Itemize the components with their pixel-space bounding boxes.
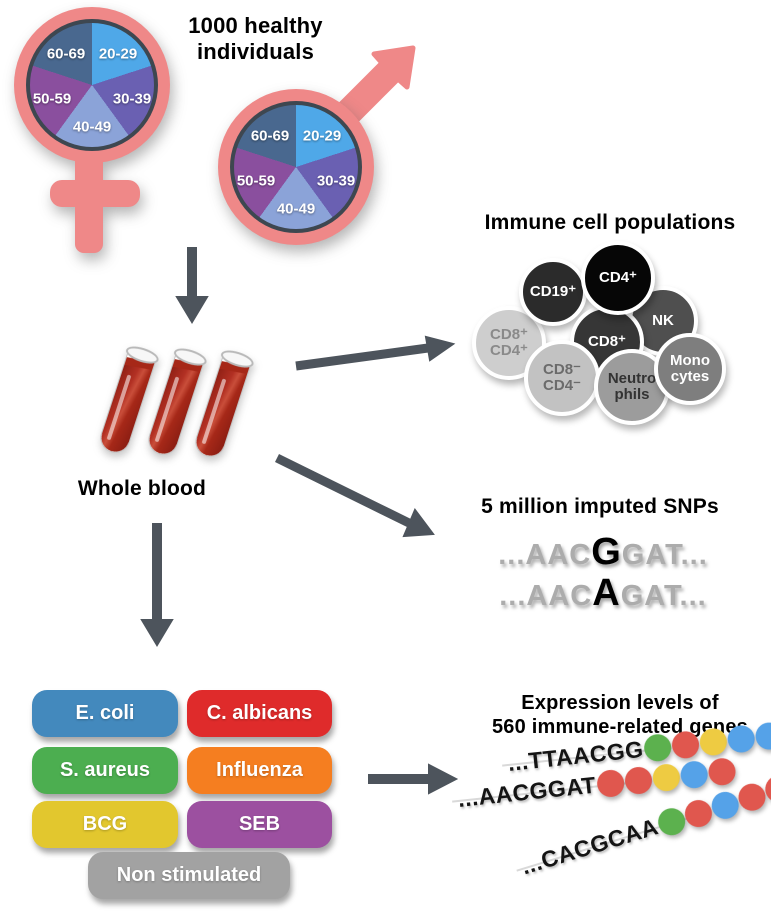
- expression-dot-red: [681, 796, 716, 831]
- stimulus-pill: SEB: [187, 801, 332, 848]
- age-group-label: 50-59: [32, 90, 72, 108]
- stimulus-pill: E. coli: [32, 690, 178, 737]
- stimulus-pill: S. aureus: [32, 747, 178, 794]
- sequence-baseline: [502, 746, 672, 767]
- age-pie-male: 20-29 30-39 40-49 50-59 60-69: [230, 101, 362, 233]
- female-symbol: 20-29 30-39 40-49 50-59 60-69: [14, 7, 170, 253]
- age-group-label: 30-39: [316, 172, 356, 190]
- expression-heading-line2: 560 immune-related genes: [491, 715, 748, 738]
- gene-sequence-text: ...AACGGAT: [456, 771, 598, 812]
- expression-dot-red: [623, 765, 654, 796]
- arrow-blood-to-snps: [275, 453, 411, 528]
- immune-cells-heading: Immune cell populations: [484, 211, 736, 234]
- snps-heading: 5 million imputed SNPs: [481, 495, 719, 518]
- arrow-blood-to-stim-head: [140, 619, 174, 647]
- expression-dot-red: [734, 780, 769, 815]
- immune-cell-circle: Mono cytes: [654, 333, 726, 405]
- male-symbol-head: 20-29 30-39 40-49 50-59 60-69: [218, 89, 374, 245]
- stimulus-pill: Non stimulated: [88, 852, 290, 899]
- stimulus-pill: Influenza: [187, 747, 332, 794]
- cohort-title: 1000 healthy individuals: [188, 13, 323, 64]
- female-symbol-crossbar: [50, 180, 140, 207]
- immune-cell-circle: CD19⁺: [519, 258, 587, 326]
- sequence-baseline: [452, 780, 642, 803]
- expression-dot-blue: [679, 759, 709, 790]
- stimulus-pill: C. albicans: [187, 690, 332, 737]
- immune-cell-circle: Neutro phils: [594, 349, 670, 425]
- arrow-stim-to-expr-head: [428, 763, 459, 795]
- snp-ref-prefix: ...AAC: [498, 539, 592, 571]
- whole-blood-label: Whole blood: [77, 477, 207, 500]
- female-symbol-head: 20-29 30-39 40-49 50-59 60-69: [14, 7, 170, 163]
- gene-sequence-row: ...CACGCAA: [516, 772, 771, 880]
- snp-alt-variant: A: [592, 572, 621, 614]
- gene-sequence-text: ...TTAACGG: [506, 735, 645, 776]
- snp-alt-prefix: ...AAC: [499, 580, 593, 612]
- immune-cell-circle: NK: [628, 286, 698, 356]
- expression-dot-red: [706, 756, 737, 787]
- age-group-label: 60-69: [46, 45, 86, 63]
- immune-cell-circle: CD8⁺ CD4⁺: [472, 306, 546, 380]
- snp-ref-variant: G: [591, 531, 622, 573]
- sequence-baseline: [516, 816, 689, 872]
- expression-dot-blue: [708, 788, 742, 823]
- snp-sequence-ref: ...AACGGAT...: [443, 531, 763, 574]
- gene-sequence-row: ...AACGGAT: [452, 756, 737, 813]
- age-group-label: 40-49: [276, 200, 316, 218]
- arrow-blood-to-snps-head: [402, 508, 435, 538]
- expression-heading: Expression levels of 560 immune-related …: [470, 692, 770, 739]
- age-group-label: 40-49: [72, 118, 112, 136]
- age-group-label: 20-29: [302, 127, 342, 145]
- gene-sequence-text: ...CACGCAA: [518, 813, 662, 880]
- snp-alt-suffix: GAT...: [620, 580, 707, 612]
- arrow-blood-to-cells: [295, 343, 429, 371]
- expression-dot-red: [761, 772, 771, 806]
- age-group-label: 20-29: [98, 45, 138, 63]
- age-group-label: 50-59: [236, 172, 276, 190]
- snp-sequence-alt: ...AACAGAT...: [443, 572, 763, 615]
- expression-heading-line1: Expression levels of: [521, 692, 719, 714]
- expression-dot-green: [654, 804, 689, 839]
- arrow-cohort-to-blood-head: [175, 296, 209, 324]
- age-pie-female: 20-29 30-39 40-49 50-59 60-69: [26, 19, 158, 151]
- expression-dot-yellow: [651, 762, 681, 793]
- immune-cell-circle: CD8⁻ CD4⁻: [524, 340, 600, 416]
- arrow-blood-to-cells-head: [424, 335, 456, 362]
- snp-ref-suffix: GAT...: [621, 539, 708, 571]
- immune-cell-circle: CD8⁺: [570, 305, 644, 379]
- age-group-label: 60-69: [250, 127, 290, 145]
- stimulus-pill: BCG: [32, 801, 178, 848]
- immune-cell-circle: CD4⁺: [581, 241, 655, 315]
- male-symbol: 20-29 30-39 40-49 50-59 60-69: [218, 89, 374, 245]
- age-group-label: 30-39: [112, 90, 152, 108]
- expression-dot-red: [595, 768, 626, 799]
